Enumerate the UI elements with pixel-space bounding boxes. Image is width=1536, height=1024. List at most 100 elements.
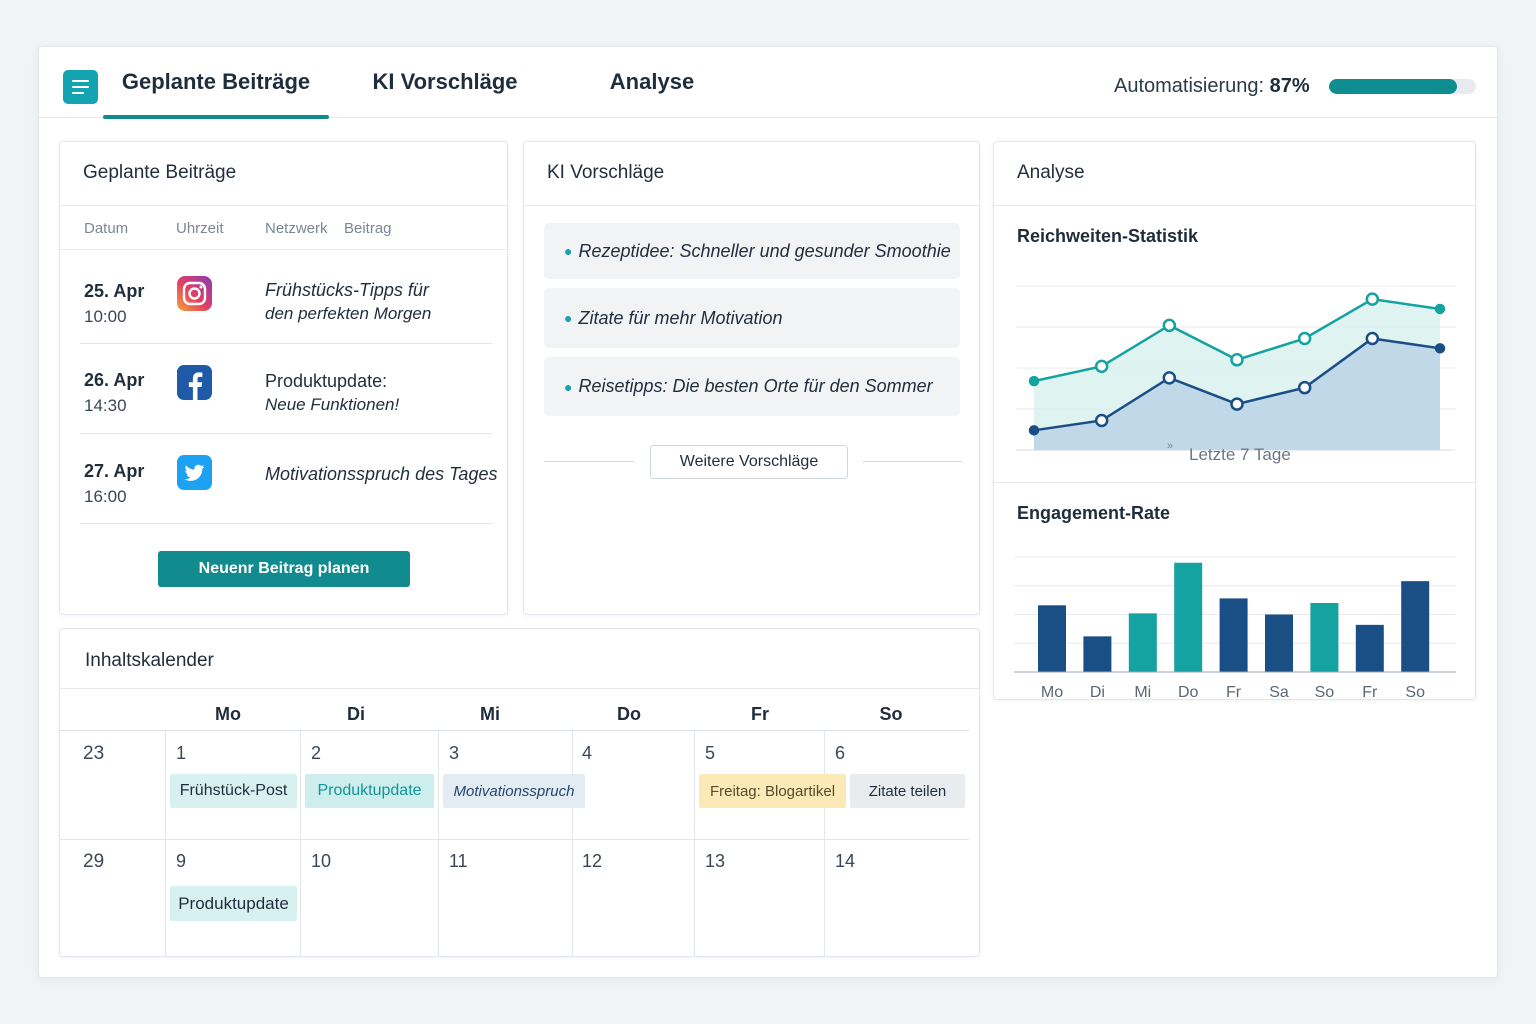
post-text: Motivationsspruch des Tages [265, 462, 505, 486]
calendar-date[interactable]: 11 [449, 851, 468, 871]
data-point [1365, 292, 1380, 306]
week-number: 29 [83, 851, 105, 872]
card-title: Inhaltskalender [85, 650, 214, 671]
divider [824, 731, 825, 957]
schedule-post-button[interactable]: Neuenr Beitrag planen [158, 551, 410, 587]
table-row[interactable]: 25. Apr 10:00 Frühstücks-Tipps für den p… [80, 254, 492, 344]
calendar-day-header: Do [617, 704, 641, 724]
bullet-icon: ● [564, 243, 573, 259]
calendar-date[interactable]: 3 [449, 743, 460, 763]
calendar-event[interactable]: Frühstück-Post [170, 774, 297, 808]
analysis-card: Analyse Reichweiten-Statistik » Letzte 7… [993, 141, 1476, 700]
calendar-event[interactable]: Freitag: Blogartikel [699, 774, 846, 808]
divider [300, 731, 301, 957]
bar [1174, 562, 1203, 672]
calendar-date[interactable]: 14 [835, 851, 856, 871]
tab-analyse[interactable]: Analyse [609, 69, 695, 94]
divider [60, 688, 979, 689]
post-text-line: Neue Funktionen! [265, 395, 400, 414]
engagement-bar-chart: Mo Di Mi Do Fr Sa So Fr So [1014, 556, 1456, 697]
column-header-time: Uhrzeit [176, 220, 224, 237]
data-point [1365, 331, 1380, 346]
calendar-date[interactable]: 12 [582, 851, 603, 871]
calendar-date[interactable]: 6 [835, 743, 846, 763]
suggestion-item[interactable]: ● Zitate für mehr Motivation [544, 288, 960, 348]
scheduled-posts-card: Geplante Beiträge Datum Uhrzeit Netzwerk… [59, 141, 508, 615]
facebook-icon [177, 365, 212, 400]
tick-label: Mi [1134, 684, 1151, 697]
top-bar: Geplante Beiträge KI Vorschläge Analyse … [39, 47, 1497, 119]
column-header-network: Netzwerk [265, 220, 328, 237]
reach-line-chart [1016, 285, 1456, 451]
tab-ki-vorschlaege[interactable]: KI Vorschläge [372, 69, 518, 94]
automation-status: Automatisierung: 87% [1114, 75, 1310, 98]
week-number: 23 [83, 743, 105, 764]
data-point [1094, 359, 1109, 374]
divider [694, 731, 695, 957]
table-row[interactable]: 27. Apr 16:00 Motivationsspruch des Tage… [80, 434, 497, 524]
post-text-line: Motivationsspruch des Tages [265, 464, 498, 484]
calendar-day-header: Mi [480, 704, 500, 724]
calendar-day-header: Di [347, 704, 365, 724]
tick-label: Fr [1362, 684, 1378, 697]
tick-label: Mo [1041, 684, 1063, 697]
data-point [1230, 397, 1244, 411]
divider [165, 731, 166, 957]
bar [1083, 636, 1112, 672]
calendar-day-header: Mo [215, 704, 241, 724]
calendar-date[interactable]: 10 [311, 851, 332, 871]
reach-chart-title: Reichweiten-Statistik [1017, 226, 1199, 246]
suggestion-item[interactable]: ● Reisetipps: Die besten Orte für den So… [544, 357, 960, 416]
suggestion-text: Zitate für mehr Motivation [578, 307, 783, 328]
tick-label: Sa [1269, 684, 1289, 697]
tick-label: Do [1178, 684, 1199, 697]
divider [438, 731, 439, 957]
data-point [1162, 318, 1177, 333]
bullet-icon: ● [564, 310, 573, 326]
calendar-date[interactable]: 4 [582, 743, 593, 763]
post-text-line: Frühstücks-Tipps für [265, 280, 429, 300]
calendar-date[interactable]: 1 [176, 743, 187, 763]
twitter-icon [177, 455, 212, 490]
divider [60, 249, 507, 250]
calendar-date[interactable]: 9 [176, 851, 187, 871]
post-time: 14:30 [84, 396, 127, 415]
calendar-date[interactable]: 5 [705, 743, 716, 763]
data-point [1297, 380, 1312, 395]
divider [524, 205, 979, 206]
more-suggestions-button[interactable]: Weitere Vorschläge [650, 445, 848, 479]
bar [1038, 605, 1066, 672]
bar [1219, 598, 1248, 672]
table-row[interactable]: 26. Apr 14:30 Produktupdate: Neue Funkti… [80, 344, 492, 434]
bullet-icon: ● [564, 378, 573, 395]
data-point [1230, 353, 1244, 367]
tick-label: Fr [1226, 684, 1242, 697]
calendar-event[interactable]: Motivationsspruch [443, 774, 585, 808]
data-point [1028, 375, 1040, 387]
calendar-event[interactable]: Produktupdate [305, 774, 434, 808]
menu-icon[interactable] [63, 70, 98, 104]
divider [572, 731, 573, 957]
tab-geplante-beitraege[interactable]: Geplante Beiträge [103, 69, 329, 119]
calendar-date[interactable]: 13 [705, 851, 726, 871]
calendar-date[interactable]: 2 [311, 743, 322, 763]
calendar-event[interactable]: Zitate teilen [850, 774, 965, 808]
card-title: Geplante Beiträge [83, 162, 237, 183]
divider [544, 461, 634, 462]
bar [1401, 581, 1430, 672]
data-point [1297, 331, 1312, 346]
tick-label: So [1405, 684, 1425, 697]
column-header-date: Datum [84, 220, 129, 237]
post-time: 10:00 [84, 307, 127, 326]
automation-progress-fill [1329, 79, 1457, 94]
suggestion-item[interactable]: ● Rezeptidee: Schneller und gesunder Smo… [544, 223, 960, 279]
calendar-event[interactable]: Produktupdate [170, 886, 297, 921]
automation-progress-bar [1329, 79, 1476, 94]
post-text: Frühstücks-Tipps für den perfekten Morge… [265, 278, 495, 326]
post-date: 27. Apr [84, 461, 145, 481]
post-text: Produktupdate: Neue Funktionen! [265, 369, 495, 417]
automation-value: 87% [1269, 75, 1310, 97]
tick-label: So [1315, 684, 1335, 697]
suggestion-text: Reisetipps: Die besten Orte für den Somm… [578, 376, 933, 396]
tick-label: Di [1090, 684, 1105, 697]
